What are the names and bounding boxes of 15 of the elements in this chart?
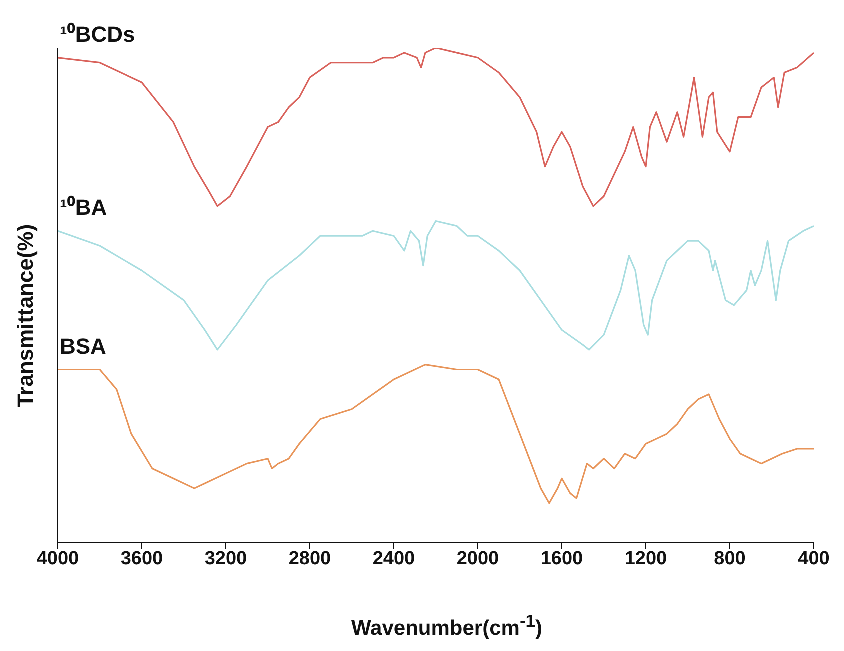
- x-axis-title: Wavenumber(cm$^{-1}$): [350, 611, 544, 641]
- x-tick-label: 4000: [36, 548, 80, 570]
- series-label: BSA: [60, 334, 107, 359]
- x-tick-label: 2000: [456, 548, 500, 570]
- x-tick-label: 1200: [624, 548, 668, 570]
- x-tick-label: 400: [798, 548, 830, 570]
- x-tick-label: 3600: [120, 548, 164, 570]
- series-label: ¹⁰BCDs: [60, 22, 136, 47]
- x-tick-label: 2800: [288, 548, 332, 570]
- x-tick-label: 3200: [204, 548, 248, 570]
- x-tick-label: 2400: [372, 548, 416, 570]
- x-tick-label: 800: [714, 548, 746, 570]
- series-label: ¹⁰BA: [60, 195, 108, 220]
- x-tick-label: 1600: [540, 548, 584, 570]
- y-axis-title: Transmittance(%): [13, 224, 39, 408]
